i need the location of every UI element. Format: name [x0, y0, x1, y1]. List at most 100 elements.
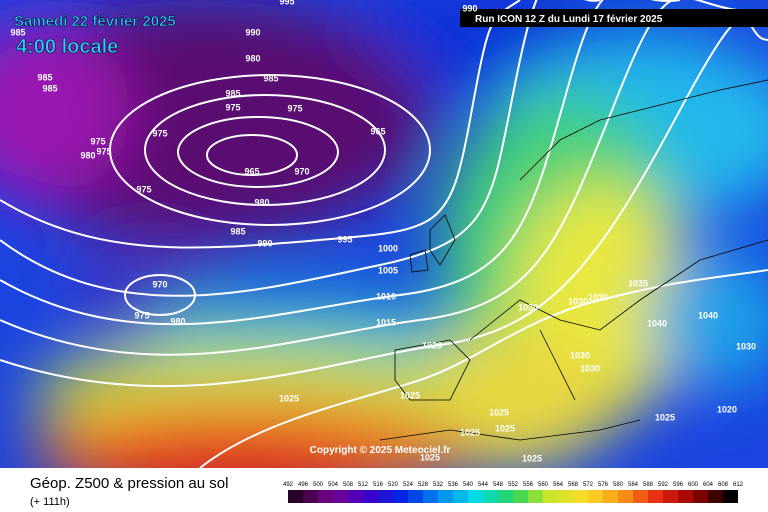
colorbar-swatch — [378, 490, 393, 503]
isobar-label: 1025 — [400, 390, 420, 400]
isobar-label: 1030 — [588, 292, 608, 302]
colorbar-swatch — [438, 490, 453, 503]
colorbar-label: 524 — [403, 482, 414, 488]
colorbar-label: 576 — [598, 482, 609, 488]
date-label: Samedi 22 février 2025 — [14, 13, 176, 30]
isobar-label: 1030 — [568, 296, 588, 306]
colorbar-label: 544 — [478, 482, 489, 488]
colorbar-swatch — [678, 490, 693, 503]
isobar-label: 975 — [134, 310, 149, 320]
colorbar-label: 520 — [388, 482, 399, 488]
isobar-label: 1035 — [628, 278, 648, 288]
colorbar: 492 496 500 504 508 512 516 520 524 528 532 536 540 5… — [283, 482, 744, 503]
colorbar-label: 540 — [463, 482, 474, 488]
colorbar-label: 604 — [703, 482, 714, 488]
isobar-label: 1040 — [698, 310, 718, 320]
time-label: 4:00 locale — [16, 36, 118, 58]
colorbar-label: 560 — [538, 482, 549, 488]
colorbar-swatch — [348, 490, 363, 503]
colorbar-swatch — [588, 490, 603, 503]
isobar-label: 985 — [225, 88, 240, 98]
colorbar-label: 536 — [448, 482, 459, 488]
isobar-label: 1025 — [489, 407, 509, 417]
isobar-label: 1025 — [279, 393, 299, 403]
colorbar-label: 608 — [718, 482, 729, 488]
isobar-label: 965 — [244, 166, 259, 176]
isobar-label: 1005 — [378, 265, 398, 275]
isobar-label: 985 — [230, 226, 245, 236]
colorbar-swatch — [633, 490, 648, 503]
run-box — [460, 9, 768, 27]
colorbar-swatch — [618, 490, 633, 503]
isobar-label: 985 — [10, 27, 25, 37]
isobar-label: 980 — [170, 316, 185, 326]
isobar-label: 1025 — [655, 412, 675, 422]
colorbar-label: 568 — [568, 482, 579, 488]
colorbar-swatch — [393, 490, 408, 503]
colorbar-swatch — [513, 490, 528, 503]
isobar-label: 970 — [152, 279, 167, 289]
colorbar-swatch — [543, 490, 558, 503]
colorbar-swatch — [648, 490, 663, 503]
colorbar-swatch — [663, 490, 678, 503]
colorbar-label: 496 — [298, 482, 309, 488]
isobar-label: 1000 — [378, 243, 398, 253]
colorbar-swatch — [333, 490, 348, 503]
colorbar-swatch — [498, 490, 513, 503]
isobar-label: 1030 — [580, 363, 600, 373]
colorbar-swatch — [693, 490, 708, 503]
isobar-label: 990 — [462, 3, 477, 13]
colorbar-swatch — [363, 490, 378, 503]
colorbar-label: 600 — [688, 482, 699, 488]
isobar-label: 970 — [294, 166, 309, 176]
colorbar-swatch — [453, 490, 468, 503]
isobar-label: 975 — [136, 184, 151, 194]
isobar-label: 975 — [90, 136, 105, 146]
colorbar-swatch — [288, 490, 303, 503]
isobar-label: 975 — [225, 102, 240, 112]
colorbar-label: 492 — [283, 482, 294, 488]
isobar-label: 980 — [254, 197, 269, 207]
colorbar-label: 580 — [613, 482, 624, 488]
colorbar-label: 588 — [643, 482, 654, 488]
colorbar-label: 532 — [433, 482, 444, 488]
colorbar-label: 556 — [523, 482, 534, 488]
colorbar-label: 592 — [658, 482, 669, 488]
footer-lead: (+ 111h) — [30, 496, 70, 508]
colorbar-label: 584 — [628, 482, 639, 488]
isobar-label: 975 — [96, 146, 111, 156]
isobar-label: 1030 — [518, 302, 538, 312]
colorbar-label: 500 — [313, 482, 324, 488]
isobar-label: 990 — [245, 27, 260, 37]
colorbar-label: 512 — [358, 482, 369, 488]
colorbar-swatch — [483, 490, 498, 503]
colorbar-swatch — [603, 490, 618, 503]
isobar-label: 985 — [42, 83, 57, 93]
colorbar-label: 612 — [733, 482, 744, 488]
colorbar-label: 596 — [673, 482, 684, 488]
isobar-label: 975 — [152, 128, 167, 138]
isobar-label: 995 — [337, 234, 352, 244]
colorbar-label: 528 — [418, 482, 429, 488]
isobar-label: 990 — [257, 238, 272, 248]
colorbar-label: 564 — [553, 482, 564, 488]
run-label: Run ICON 12 Z du Lundi 17 février 2025 — [475, 14, 663, 25]
copyright: Copyright © 2025 Meteociel.fr — [310, 445, 451, 456]
isobar-label: 1020 — [717, 404, 737, 414]
colorbar-swatch — [423, 490, 438, 503]
colorbar-label: 516 — [373, 482, 384, 488]
isobar-label: 1025 — [420, 452, 440, 462]
isobar-label: 985 — [263, 73, 278, 83]
isobar-label: 1025 — [460, 427, 480, 437]
isobar-label: 995 — [279, 0, 294, 6]
isobar-label: 980 — [245, 53, 260, 63]
colorbar-swatch — [573, 490, 588, 503]
isobar-label: 980 — [80, 150, 95, 160]
colorbar-swatch — [708, 490, 723, 503]
colorbar-label: 504 — [328, 482, 339, 488]
colorbar-swatch — [723, 490, 738, 503]
colorbar-swatch — [528, 490, 543, 503]
coastlines — [379, 79, 768, 441]
colorbar-swatch — [558, 490, 573, 503]
